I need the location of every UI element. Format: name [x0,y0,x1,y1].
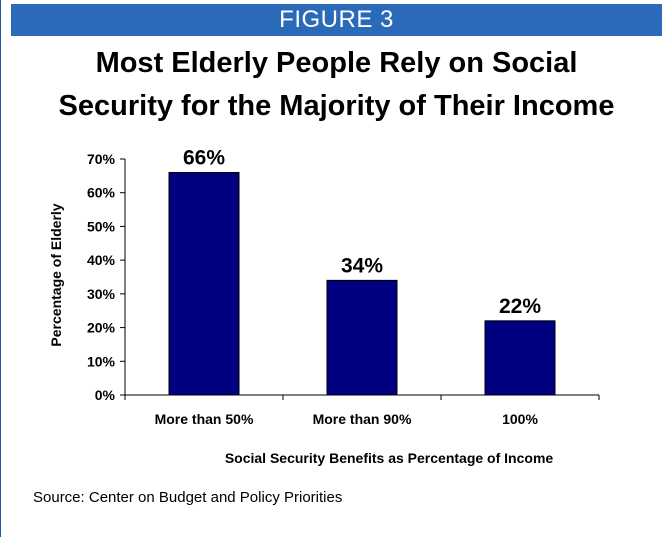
y-tick-label: 20% [87,320,116,336]
bars [168,171,556,396]
y-tick-label: 40% [87,252,116,268]
y-tick-label: 10% [87,353,116,369]
x-axis: More than 50% More than 90% 100% [124,394,600,427]
figure-label: FIGURE 3 [279,6,394,33]
figure-banner: FIGURE 3 [11,4,662,36]
bar [168,171,240,396]
x-tick-label: More than 90% [313,411,412,427]
bar-value-label: 66% [183,146,225,169]
data-labels: 66% 34% 22% [183,146,541,317]
bar [326,279,398,396]
chart-title: Most Elderly People Rely on Social Secur… [1,42,671,128]
y-tick-label: 60% [87,185,116,201]
y-tick-label: 0% [95,387,116,403]
y-tick-label: 70% [87,151,116,167]
y-tick-label: 30% [87,286,116,302]
y-tick-label: 50% [87,218,116,234]
bar-value-label: 22% [499,295,541,318]
y-axis: 0% 10% 20% 30% 40% 50% 60% 70% [87,151,126,403]
chart-title-line-2: Security for the Majority of Their Incom… [58,90,615,122]
x-axis-label: Social Security Benefits as Percentage o… [225,450,554,466]
chart-title-line-1: Most Elderly People Rely on Social [95,47,578,79]
bar [484,320,556,396]
bar-value-label: 34% [341,254,383,277]
source-note: Source: Center on Budget and Policy Prio… [33,489,343,506]
y-axis-label: Percentage of Elderly [48,203,64,346]
x-tick-label: More than 50% [155,411,254,427]
x-tick-label: 100% [502,411,538,427]
